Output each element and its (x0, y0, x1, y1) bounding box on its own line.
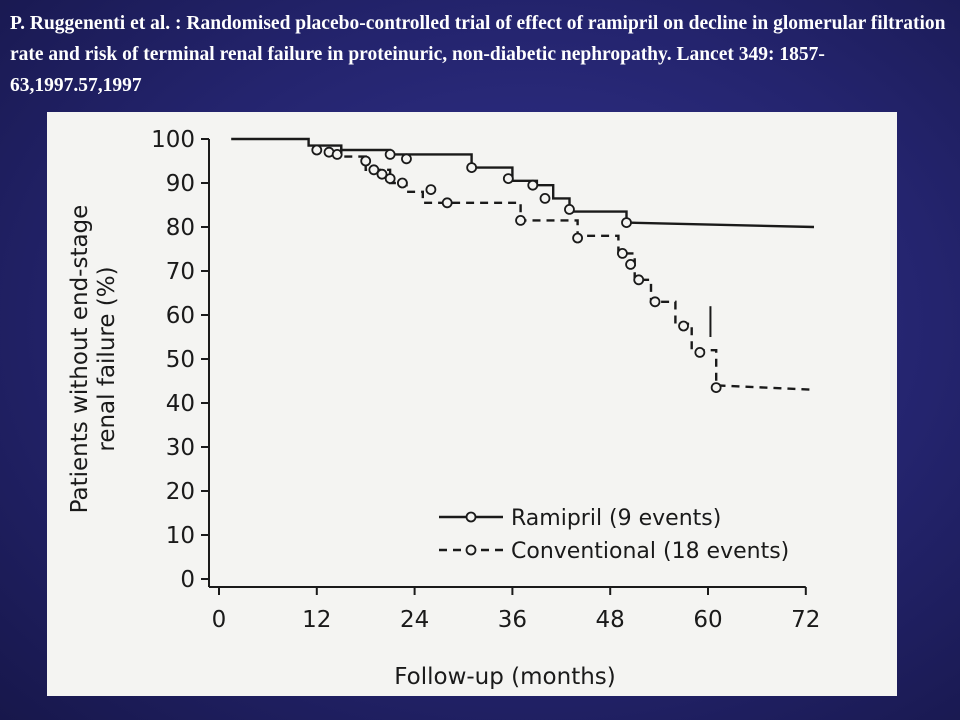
chart-axes: 0 10 20 30 40 50 60 70 80 90 100 0 12 24 36 48 60 72 (151, 127, 820, 633)
x-tick-label: 72 (791, 607, 820, 633)
data-point-marker (621, 217, 632, 228)
data-point-marker (441, 197, 453, 209)
data-point-marker (572, 232, 583, 244)
chart-legend: Ramipril (9 events) Conventional (18 even… (439, 506, 789, 564)
data-point-marker (384, 149, 396, 160)
legend-marker (465, 544, 477, 556)
data-point-marker (678, 320, 689, 332)
data-point-marker (539, 193, 551, 204)
data-point-marker (515, 215, 526, 226)
y-tick-label: 40 (166, 391, 195, 417)
data-point-marker (331, 149, 343, 160)
x-axis-label: Follow-up (months) (394, 664, 616, 690)
data-point-marker (466, 162, 478, 173)
y-tick-label: 90 (166, 171, 195, 197)
data-point-marker (425, 184, 437, 195)
legend-marker (465, 511, 477, 523)
y-tick-label: 0 (180, 567, 195, 593)
x-tick-label: 0 (212, 607, 227, 633)
x-tick-label: 48 (596, 607, 625, 633)
x-tick-label: 60 (693, 607, 722, 633)
data-point-marker (564, 204, 575, 215)
chart-series (231, 137, 815, 394)
survival-chart: 0 10 20 30 40 50 60 70 80 90 100 0 12 24 36 48 60 72 Rami… (67, 127, 820, 690)
data-point-marker (527, 179, 539, 191)
y-tick-label: 20 (166, 479, 195, 505)
x-tick-label: 24 (400, 607, 429, 633)
y-tick-label: 60 (166, 303, 195, 329)
data-point-marker (401, 153, 412, 165)
chart-figure: 0 10 20 30 40 50 60 70 80 90 100 0 12 24 36 48 60 72 Rami… (47, 112, 897, 696)
data-point-marker (649, 296, 661, 308)
data-point-marker (617, 247, 628, 259)
data-point-marker (694, 346, 706, 358)
data-point-marker (376, 168, 388, 180)
y-tick-label: 30 (166, 435, 195, 461)
series-line-conventional (340, 145, 815, 391)
data-point-marker (502, 173, 514, 184)
y-tick-label: 70 (166, 259, 195, 285)
slide-title: P. Ruggenenti et al. : Randomised placeb… (10, 13, 946, 96)
data-point-marker (311, 144, 323, 156)
data-point-marker (360, 155, 372, 167)
y-axis-label: Patients without end-stage (67, 205, 93, 514)
y-axis-label-line-2: renal failure (%) (94, 266, 120, 451)
data-point-marker (396, 177, 408, 189)
y-tick-label: 50 (166, 347, 195, 373)
legend-label-conventional: Conventional (18 events) (511, 539, 789, 564)
y-tick-label: 10 (166, 523, 195, 549)
y-tick-label: 100 (151, 127, 195, 153)
data-point-marker (625, 258, 636, 270)
data-point-marker (633, 274, 645, 286)
data-point-marker (368, 164, 380, 176)
x-tick-label: 36 (498, 607, 527, 633)
legend-label-ramipril: Ramipril (9 events) (511, 506, 721, 531)
y-tick-label: 80 (166, 215, 195, 241)
data-point-marker (710, 382, 722, 394)
data-point-marker (384, 173, 396, 184)
x-tick-label: 12 (302, 607, 331, 633)
